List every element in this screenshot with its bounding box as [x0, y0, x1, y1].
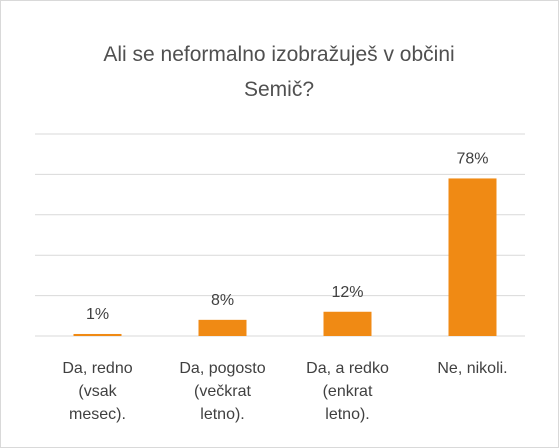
data-label: 1% — [86, 306, 109, 323]
bar — [448, 178, 497, 336]
x-tick-label: Ne, nikoli. — [437, 360, 507, 377]
x-tick-label: Da, redno (vsak mesec). — [62, 360, 132, 423]
x-tick-label: Da, a redko (enkrat letno). — [306, 360, 389, 423]
chart-title: Ali se neformalno izobražuješ v občini Se… — [103, 43, 454, 101]
x-tick-label: Da, pogosto (večkrat letno). — [179, 360, 265, 423]
data-label: 78% — [456, 151, 488, 168]
data-label: 12% — [331, 284, 363, 301]
bar — [198, 319, 247, 336]
bar — [73, 333, 122, 336]
data-label: 8% — [211, 292, 234, 309]
bar — [323, 311, 372, 336]
